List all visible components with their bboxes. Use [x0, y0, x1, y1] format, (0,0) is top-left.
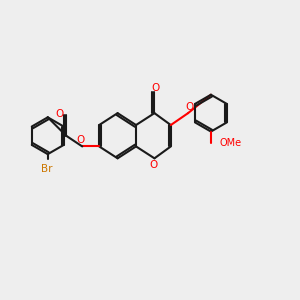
Text: Br: Br	[40, 164, 52, 174]
Text: O: O	[56, 109, 64, 119]
Text: O: O	[149, 160, 158, 170]
Text: OMe: OMe	[219, 138, 242, 148]
Text: O: O	[152, 83, 160, 94]
Text: O: O	[76, 136, 85, 146]
Text: O: O	[185, 102, 194, 112]
